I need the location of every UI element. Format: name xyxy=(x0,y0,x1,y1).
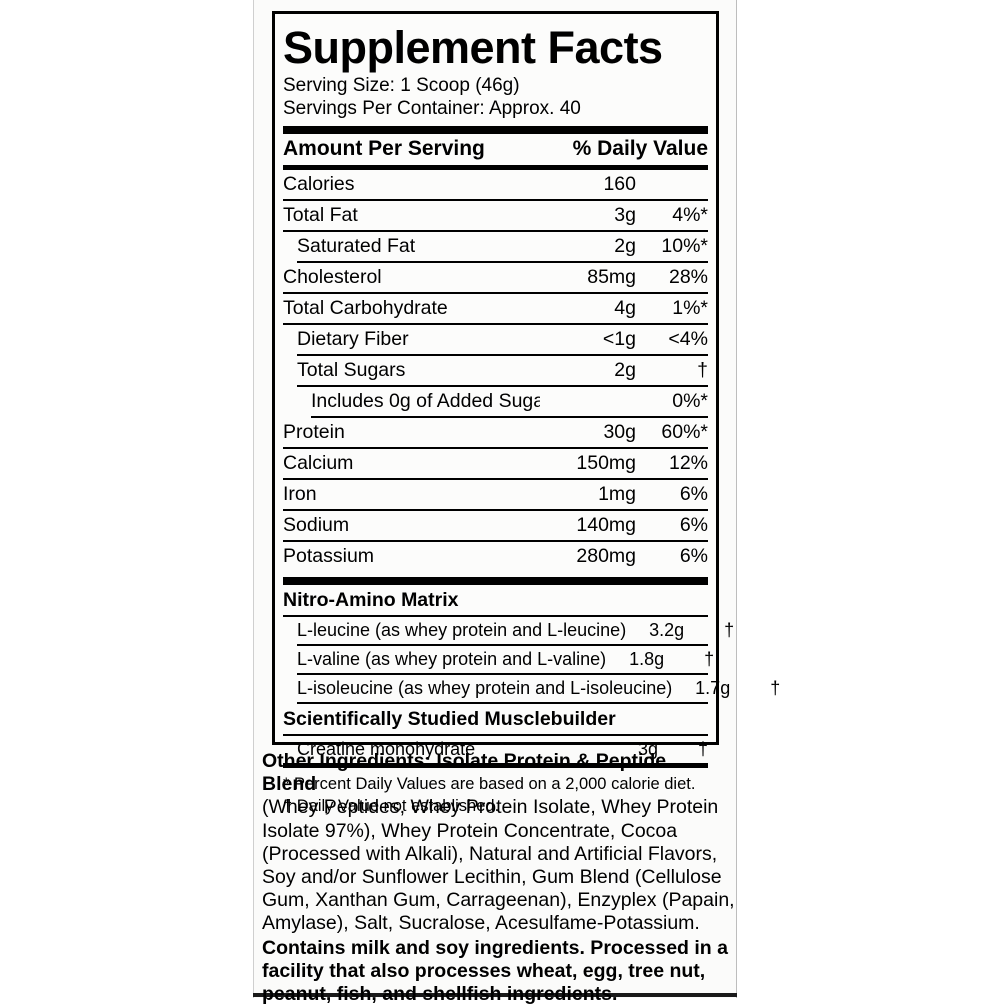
blend-ingredient-daily-value: † xyxy=(770,678,781,699)
other-ingredients-block: Other Ingredients: Isolate Protein & Pep… xyxy=(262,750,735,1006)
nutrient-row: Sodium 140mg 6% xyxy=(283,511,708,543)
blend-ingredient-name: L-leucine (as whey protein and L-leucine… xyxy=(297,620,627,641)
blend-ingredient-name: L-valine (as whey protein and L-valine) xyxy=(297,649,607,670)
nutrient-daily-value: 1%* xyxy=(672,297,708,320)
nutrient-amount: <1g xyxy=(602,328,636,351)
blend-ingredient-daily-value: † xyxy=(724,620,735,641)
nutrient-name: Dietary Fiber xyxy=(297,328,409,351)
nutrient-name: Sodium xyxy=(283,514,350,537)
blend-ingredient-amount: 3g xyxy=(637,739,658,760)
nutrient-amount: 85mg xyxy=(587,266,636,289)
blend-ingredient-row: Creatine monohydrate 3g † xyxy=(297,736,708,763)
other-ingredients-line: Soy and/or Sunflower Lecithin, Gum Blend… xyxy=(262,866,722,889)
nutrient-name: Iron xyxy=(283,483,317,506)
blend-heading: Scientifically Studied Musclebuilder xyxy=(283,704,708,737)
nutrient-name: Calcium xyxy=(283,452,354,475)
nutrient-daily-value: 4%* xyxy=(672,204,708,227)
other-ingredients-body: (Whey Peptides, Whey Protein Isolate, Wh… xyxy=(262,796,735,935)
nutrient-amount: 280mg xyxy=(576,545,636,568)
nutrient-name: Total Sugars xyxy=(297,359,406,382)
nutrient-row: Saturated Fat 2g 10%* xyxy=(297,232,708,264)
allergen-line: facility that also processes wheat, egg,… xyxy=(262,959,706,982)
nutrient-daily-value: 12% xyxy=(668,452,708,475)
nutrient-amount: 2g xyxy=(614,235,636,258)
supplement-facts-box: Supplement Facts Serving Size: 1 Scoop (… xyxy=(272,11,780,815)
nutrient-amount: 1mg xyxy=(598,483,636,506)
nutrient-row: Total Sugars 2g † xyxy=(297,356,708,388)
nutrient-daily-value: † xyxy=(697,359,708,382)
nutrient-name: Protein xyxy=(283,421,345,444)
footnote-line: * Percent Daily Values are based on a 2,… xyxy=(283,775,696,794)
nutrient-daily-value: <4% xyxy=(668,328,708,351)
blend-ingredient-daily-value: † xyxy=(697,739,708,760)
panel-bottom-rule xyxy=(253,993,737,997)
nutrient-name: Calories xyxy=(283,173,355,196)
nutrient-row: Calcium 150mg 12% xyxy=(283,449,708,481)
serving-size-text: Serving Size: 1 Scoop (46g) xyxy=(283,75,520,97)
nutrient-name: Saturated Fat xyxy=(297,235,416,258)
other-ingredients-line: (Processed with Alkali), Natural and Art… xyxy=(262,842,718,865)
blend-ingredient-amount: 3.2g xyxy=(649,620,685,641)
other-ingredients-line: Gum, Xanthan Gum, Carrageenan), Enzyplex… xyxy=(262,889,735,912)
allergen-line: peanut, fish, and shellfish ingredients. xyxy=(262,983,618,1006)
other-ingredients-line: Isolate 97%), Whey Protein Concentrate, … xyxy=(262,819,678,842)
nutrient-amount: 30g xyxy=(603,421,636,444)
nutrient-row: Cholesterol 85mg 28% xyxy=(283,263,708,295)
blend-ingredient-row: L-valine (as whey protein and L-valine) 1… xyxy=(297,646,714,676)
blend-ingredient-name: Creatine monohydrate xyxy=(297,739,476,760)
allergen-statement: Contains milk and soy ingredients. Proce… xyxy=(262,936,728,1006)
blend-ingredient-row: L-isoleucine (as whey protein and L-isol… xyxy=(297,675,780,705)
nutrient-row: Includes 0g of Added Sugars 0%* xyxy=(311,387,708,419)
blend-ingredient-name: L-isoleucine (as whey protein and L-isol… xyxy=(297,678,673,699)
nutrient-daily-value: 6% xyxy=(679,514,708,537)
nutrient-amount: 3g xyxy=(614,204,636,227)
servings-per-container-text: Servings Per Container: Approx. 40 xyxy=(283,98,581,120)
nutrient-daily-value: 0%* xyxy=(672,390,708,413)
nutrient-amount: 2g xyxy=(614,359,636,382)
nutrient-daily-value: 28% xyxy=(668,266,708,289)
nutrient-amount: 4g xyxy=(614,297,636,320)
nutrient-name: Cholesterol xyxy=(283,266,382,289)
nutrient-row: Protein 30g 60%* xyxy=(283,418,708,450)
page-title: Supplement Facts xyxy=(283,22,663,73)
rule-above-blends xyxy=(283,577,708,586)
nutrient-row: Total Fat 3g 4%* xyxy=(283,201,708,233)
footnote-line: † Daily Value not established. xyxy=(283,796,500,815)
blend-ingredient-daily-value: † xyxy=(704,649,715,670)
rule-above-header xyxy=(283,126,708,135)
nutrient-name: Includes 0g of Added Sugars xyxy=(311,390,540,413)
blend-ingredient-row: L-leucine (as whey protein and L-leucine… xyxy=(297,617,734,647)
other-ingredients-heading: Other Ingredients: Isolate Protein & Pep… xyxy=(262,750,667,796)
nutrient-row: Total Carbohydrate 4g 1%* xyxy=(283,294,708,326)
nutrient-amount: 140mg xyxy=(576,514,636,537)
nutrient-row: Dietary Fiber <1g <4% xyxy=(297,325,708,357)
other-ingredients-line: (Whey Peptides, Whey Protein Isolate, Wh… xyxy=(262,796,719,819)
nutrient-daily-value: 6% xyxy=(679,545,708,568)
nutrient-rows: Calories 160 Total Fat 3g 4%* Saturated Fat 2g… xyxy=(283,170,708,571)
nutrient-name: Total Fat xyxy=(283,204,358,227)
amount-per-serving-label: Amount Per Serving xyxy=(283,137,485,161)
nutrient-row: Iron 1mg 6% xyxy=(283,480,708,512)
blend-ingredient-amount: 1.7g xyxy=(695,678,731,699)
nutrient-row: Calories 160 xyxy=(283,170,708,202)
footnotes: * Percent Daily Values are based on a 2,… xyxy=(283,768,708,816)
table-header-row: Amount Per Serving % Daily Value xyxy=(283,134,708,165)
rule-above-footnotes xyxy=(283,763,708,769)
blend-heading: Nitro-Amino Matrix xyxy=(283,585,708,618)
blend-groups: Nitro-Amino Matrix L-leucine (as whey pro… xyxy=(283,585,780,763)
rule-below-header xyxy=(283,165,708,171)
nutrient-daily-value: 60%* xyxy=(661,421,708,444)
nutrient-amount: 160 xyxy=(603,173,636,196)
nutrient-daily-value: 6% xyxy=(679,483,708,506)
allergen-line: Contains milk and soy ingredients. Proce… xyxy=(262,936,728,959)
blend-ingredient-amount: 1.8g xyxy=(629,649,665,670)
other-ingredients-line: Amylase), Salt, Sucralose, Acesulfame-Po… xyxy=(262,912,700,935)
nutrient-row: Potassium 280mg 6% xyxy=(283,542,708,571)
nutrient-amount: 150mg xyxy=(576,452,636,475)
nutrient-daily-value: 10%* xyxy=(661,235,708,258)
nutrient-name: Potassium xyxy=(283,545,375,568)
nutrient-name: Total Carbohydrate xyxy=(283,297,448,320)
daily-value-label: % Daily Value xyxy=(572,137,708,161)
